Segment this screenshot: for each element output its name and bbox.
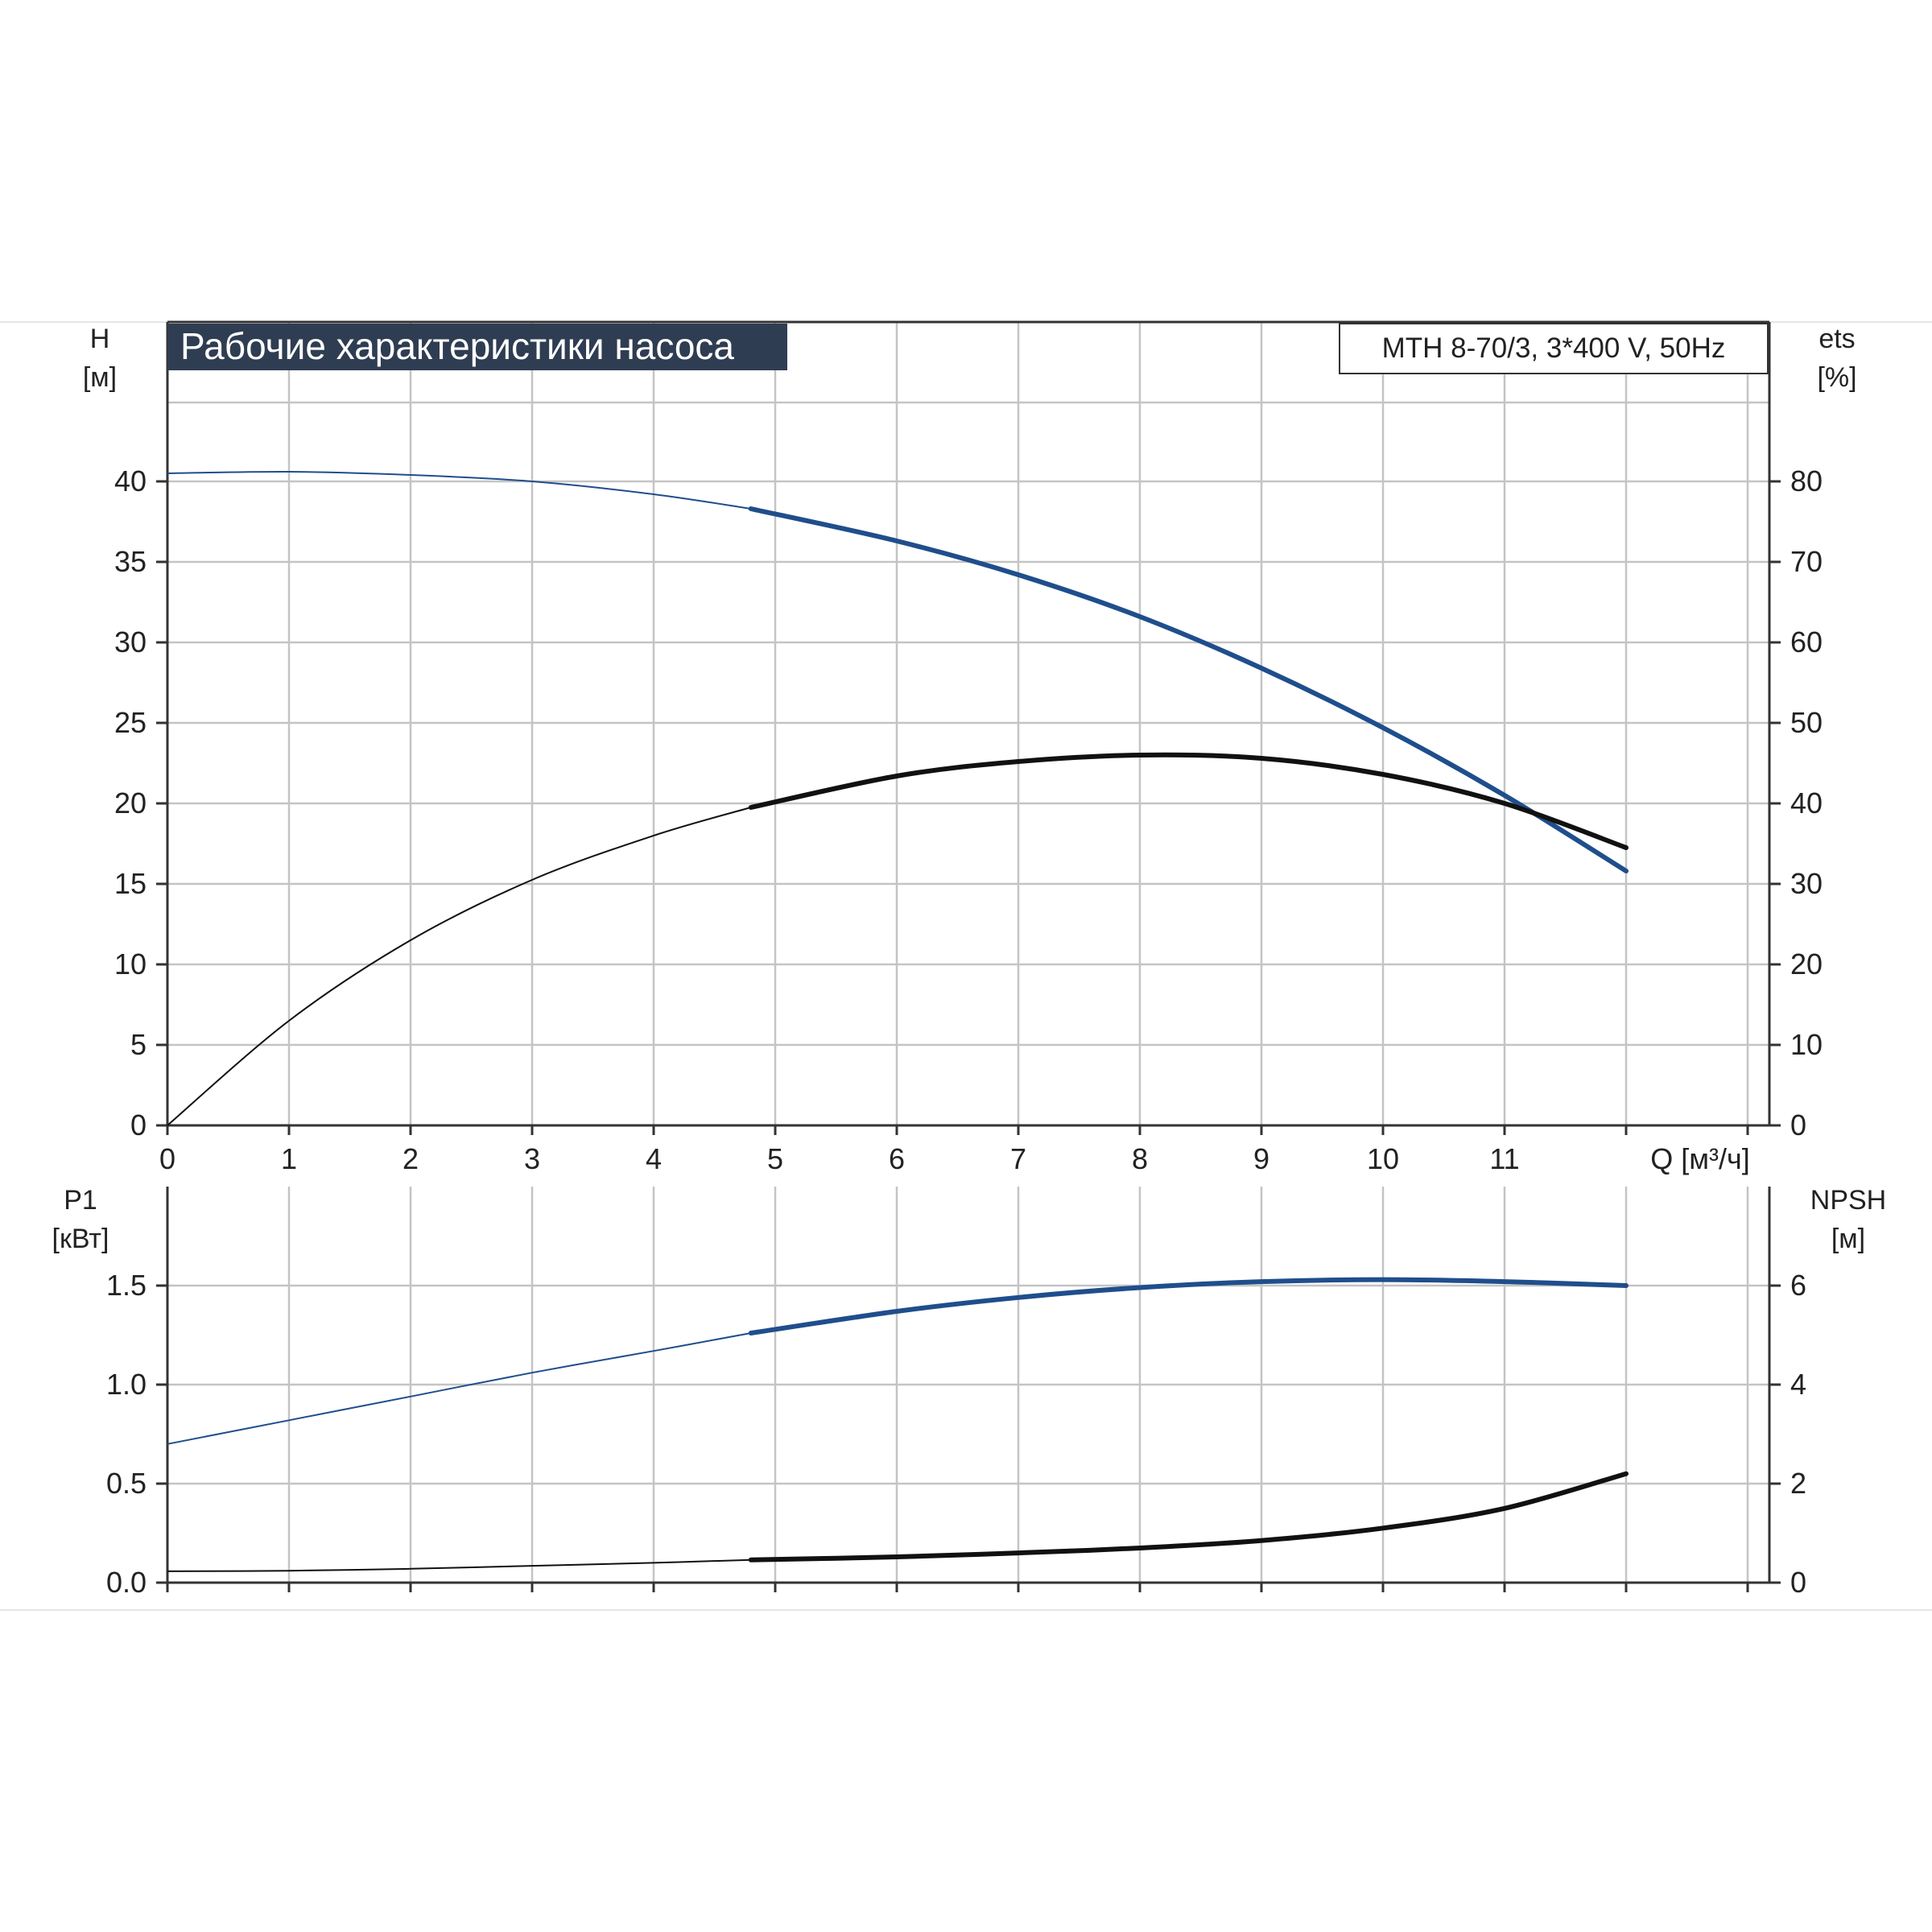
y-tick-label: 10: [114, 947, 147, 980]
y2-tick-label: 30: [1790, 867, 1823, 900]
series-line-thin-1: [167, 1558, 751, 1572]
y2-tick-label: 50: [1790, 706, 1823, 739]
series-line-thick-0: [748, 1277, 1629, 1335]
y2-tick-label: 70: [1790, 545, 1823, 578]
y-tick-label: 35: [114, 545, 147, 578]
x-tick-label: 11: [1489, 1142, 1519, 1175]
y2-tick-label: 80: [1790, 464, 1823, 497]
y2-tick-label: 60: [1790, 625, 1823, 658]
model-label-box: [1339, 323, 1769, 374]
x-tick-label: 4: [646, 1142, 662, 1175]
y-tick-label: 40: [114, 464, 147, 497]
y2-axis-label-efficiency: ets: [1818, 324, 1855, 354]
y-axis-unit-head: [м]: [83, 362, 117, 393]
series-line-thin-0: [167, 1332, 751, 1445]
model-label: MTH 8-70/3, 3*400 V, 50Hz: [1382, 332, 1726, 364]
x-tick-label: 8: [1132, 1142, 1148, 1175]
x-tick-label: 10: [1367, 1142, 1399, 1175]
series-line-thin-1: [167, 807, 752, 1126]
bottom-ticks: 0.0 0.5 1.0 1.5 0 2 4 6: [106, 1269, 1806, 1599]
x-tick-label: 9: [1253, 1142, 1269, 1175]
top-gridlines: [167, 322, 1769, 1125]
chart-title: Рабочие характеристики насоса: [180, 325, 734, 367]
y-tick-label: 20: [114, 786, 147, 819]
y2-tick-label: 0: [1790, 1108, 1806, 1141]
x-tick-label: 2: [402, 1142, 419, 1175]
x-tick-label: 1: [281, 1142, 297, 1175]
y-tick-label: 15: [114, 867, 147, 900]
y2-tick-label: 10: [1790, 1028, 1823, 1061]
y2-tick-label: 2: [1790, 1467, 1806, 1500]
head-efficiency-panel: 0 5 10 15 20 25 30 35 40 0 10 20 30 40 50 60 70 80 0 1 2 3 4 5 6…: [83, 320, 1857, 1175]
y2-axis-label-npsh: NPSH: [1810, 1185, 1886, 1216]
y2-tick-label: 40: [1790, 786, 1823, 819]
series-line-thick-0: [748, 506, 1629, 873]
x-axis-label: Q [м³/ч]: [1650, 1142, 1750, 1175]
y2-tick-label: 20: [1790, 947, 1823, 980]
x-tick-label: 5: [767, 1142, 783, 1175]
x-tick-label: 7: [1010, 1142, 1026, 1175]
y-axis-unit-power: [кВт]: [52, 1224, 109, 1254]
y-tick-label: 5: [130, 1028, 147, 1061]
x-tick-label: 6: [889, 1142, 905, 1175]
x-tick-label: 0: [159, 1142, 175, 1175]
y2-tick-label: 0: [1790, 1566, 1806, 1599]
y2-axis-unit-npsh: [м]: [1831, 1224, 1865, 1254]
y2-axis-unit-efficiency: [%]: [1817, 362, 1856, 393]
y-tick-label: 1.5: [106, 1269, 147, 1302]
x-tick-label: 3: [524, 1142, 540, 1175]
y2-tick-label: 6: [1790, 1269, 1806, 1302]
chart-title-background: [167, 324, 787, 370]
y2-tick-label: 4: [1790, 1368, 1806, 1401]
y-tick-label: 1.0: [106, 1368, 147, 1401]
y-tick-label: 0.0: [106, 1566, 147, 1599]
top-ticks: 0 5 10 15 20 25 30 35 40 0 10 20 30 40 50 60 70 80 0 1 2 3 4 5 6…: [114, 464, 1823, 1175]
y-tick-label: 0: [130, 1108, 147, 1141]
y-tick-label: 0.5: [106, 1467, 147, 1500]
series-line-thick-1: [748, 1471, 1629, 1563]
series-line-thin-0: [167, 470, 751, 510]
series-line-thick-1: [748, 752, 1629, 850]
y-tick-label: 30: [114, 625, 147, 658]
top-series: [167, 470, 1629, 1126]
y-axis-label-power: P1: [64, 1185, 97, 1216]
power-npsh-panel: 0.0 0.5 1.0 1.5 0 2 4 6 P1 [кВт] NPSH [м]: [52, 1185, 1887, 1599]
bottom-gridlines: [167, 1187, 1769, 1583]
y-tick-label: 25: [114, 706, 147, 739]
bottom-series: [167, 1277, 1629, 1572]
y-axis-label-head: H: [90, 324, 110, 354]
